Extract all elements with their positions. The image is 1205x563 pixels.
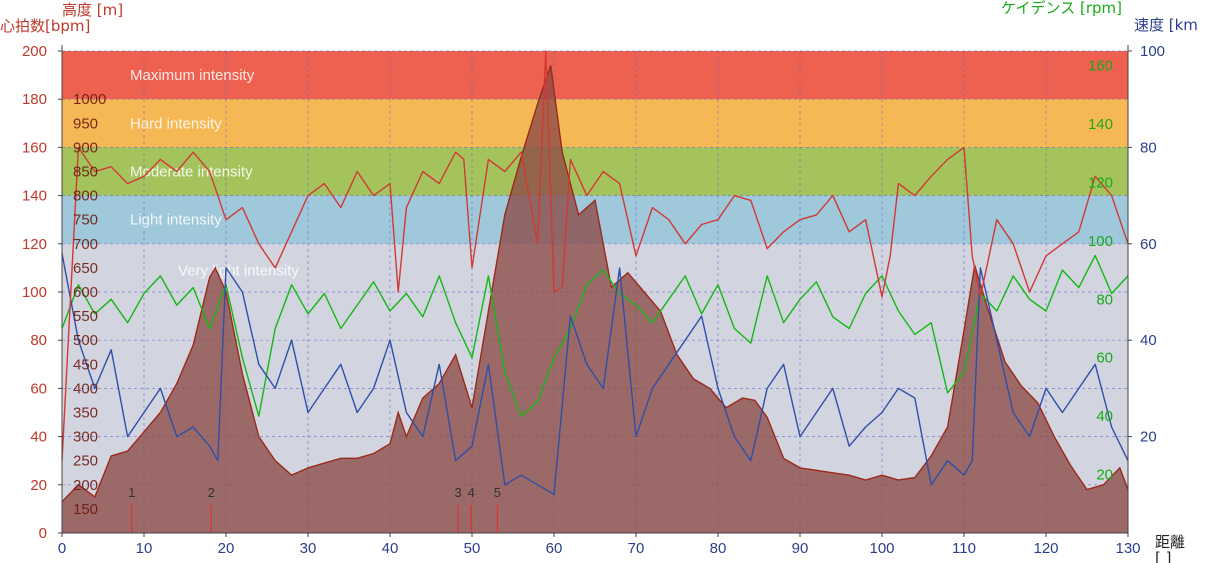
hr-tick-label: 200 bbox=[22, 43, 47, 60]
speed-tick-label: 60 bbox=[1140, 236, 1157, 253]
altitude-tick-label: 400 bbox=[73, 380, 98, 397]
cadence-tick-label: 120 bbox=[1088, 174, 1113, 191]
hr-tick-label: 60 bbox=[30, 380, 47, 397]
altitude-tick-label: 450 bbox=[73, 356, 98, 373]
altitude-tick-label: 250 bbox=[73, 453, 98, 470]
x-tick-label: 120 bbox=[1033, 540, 1058, 557]
zone-label: Hard intensity bbox=[130, 115, 222, 132]
x-tick-label: 90 bbox=[792, 540, 809, 557]
altitude-tick-label: 950 bbox=[73, 115, 98, 132]
zone-band bbox=[62, 147, 1128, 196]
hr-tick-label: 140 bbox=[22, 188, 47, 205]
altitude-area bbox=[62, 65, 1128, 533]
x-tick-label: 50 bbox=[464, 540, 481, 557]
speed-tick-label: 40 bbox=[1140, 332, 1157, 349]
distance-axis-unit: [ ] bbox=[1155, 549, 1171, 563]
lap-marker-label: 3 bbox=[454, 485, 461, 500]
zone-label: Light intensity bbox=[130, 212, 222, 229]
lap-marker-label: 2 bbox=[208, 485, 215, 500]
altitude-tick-label: 300 bbox=[73, 429, 98, 446]
hr-tick-label: 80 bbox=[30, 332, 47, 349]
speed-axis-title: 速度 [km bbox=[1134, 16, 1198, 34]
altitude-tick-label: 900 bbox=[73, 139, 98, 156]
series-layer bbox=[61, 50, 1129, 533]
hr-tick-label: 180 bbox=[22, 91, 47, 108]
speed-tick-label: 20 bbox=[1140, 429, 1157, 446]
cadence-tick-label: 20 bbox=[1096, 467, 1113, 484]
altitude-tick-label: 800 bbox=[73, 188, 98, 205]
lap-marker-label: 1 bbox=[128, 485, 135, 500]
lap-marker-label: 4 bbox=[468, 485, 475, 500]
altitude-tick-label: 150 bbox=[73, 501, 98, 518]
x-tick-label: 110 bbox=[952, 540, 976, 557]
altitude-tick-label: 600 bbox=[73, 284, 98, 301]
x-tick-label: 130 bbox=[1115, 540, 1140, 557]
speed-tick-label: 80 bbox=[1140, 139, 1157, 156]
hr-axis-title: 心拍数[bpm] bbox=[0, 17, 90, 35]
cadence-tick-label: 40 bbox=[1096, 408, 1113, 425]
x-tick-label: 0 bbox=[58, 540, 66, 557]
lap-marker-label: 5 bbox=[494, 485, 501, 500]
zone-band bbox=[62, 99, 1128, 148]
x-tick-label: 60 bbox=[546, 540, 563, 557]
speed-tick-label: 100 bbox=[1140, 43, 1165, 60]
hr-tick-label: 160 bbox=[22, 139, 47, 156]
altitude-tick-label: 200 bbox=[73, 477, 98, 494]
zone-labels: Maximum intensity Hard intensity Moderate … bbox=[130, 67, 299, 279]
altitude-line bbox=[61, 65, 1129, 503]
zone-label: Maximum intensity bbox=[130, 67, 255, 84]
hr-tick-label: 20 bbox=[30, 477, 47, 494]
speed-line bbox=[61, 253, 1129, 496]
zone-band bbox=[62, 51, 1128, 100]
x-tick-label: 20 bbox=[218, 540, 235, 557]
x-tick-label: 70 bbox=[628, 540, 645, 557]
x-tick-label: 100 bbox=[869, 540, 894, 557]
hr-tick-label: 100 bbox=[22, 284, 47, 301]
altitude-tick-label: 850 bbox=[73, 164, 98, 181]
hr-tick-label: 120 bbox=[22, 236, 47, 253]
altitude-tick-label: 750 bbox=[73, 212, 98, 229]
cadence-axis-title: ケイデンス [rpm] bbox=[1001, 0, 1122, 17]
x-tick-label: 80 bbox=[710, 540, 727, 557]
altitude-tick-label: 1000 bbox=[73, 91, 106, 108]
cadence-tick-label: 60 bbox=[1096, 350, 1113, 367]
hr-line bbox=[61, 50, 1129, 461]
altitude-tick-label: 550 bbox=[73, 308, 98, 325]
axes: 0 10 20 30 40 50 60 70 80 90 100 110 120 130020406080… bbox=[22, 43, 1165, 557]
cadence-tick-label: 80 bbox=[1096, 291, 1113, 308]
altitude-axis-title: 高度 [m] bbox=[62, 1, 123, 19]
altitude-tick-label: 650 bbox=[73, 260, 98, 277]
altitude-tick-label: 350 bbox=[73, 405, 98, 422]
distance-axis-title: 距離 bbox=[1155, 533, 1185, 551]
cadence-line bbox=[61, 254, 1129, 417]
x-tick-label: 30 bbox=[300, 540, 317, 557]
altitude-tick-label: 700 bbox=[73, 236, 98, 253]
hr-tick-label: 40 bbox=[30, 429, 47, 446]
zone-label: Very light intensity bbox=[178, 262, 299, 279]
cadence-tick-label: 140 bbox=[1088, 116, 1113, 133]
altitude-tick-label: 500 bbox=[73, 332, 98, 349]
cadence-tick-label: 160 bbox=[1088, 58, 1113, 75]
x-tick-label: 10 bbox=[136, 540, 153, 557]
zone-label: Moderate intensity bbox=[130, 164, 253, 181]
cadence-tick-label: 100 bbox=[1088, 233, 1113, 250]
x-tick-label: 40 bbox=[382, 540, 399, 557]
hr-tick-label: 0 bbox=[39, 525, 47, 542]
